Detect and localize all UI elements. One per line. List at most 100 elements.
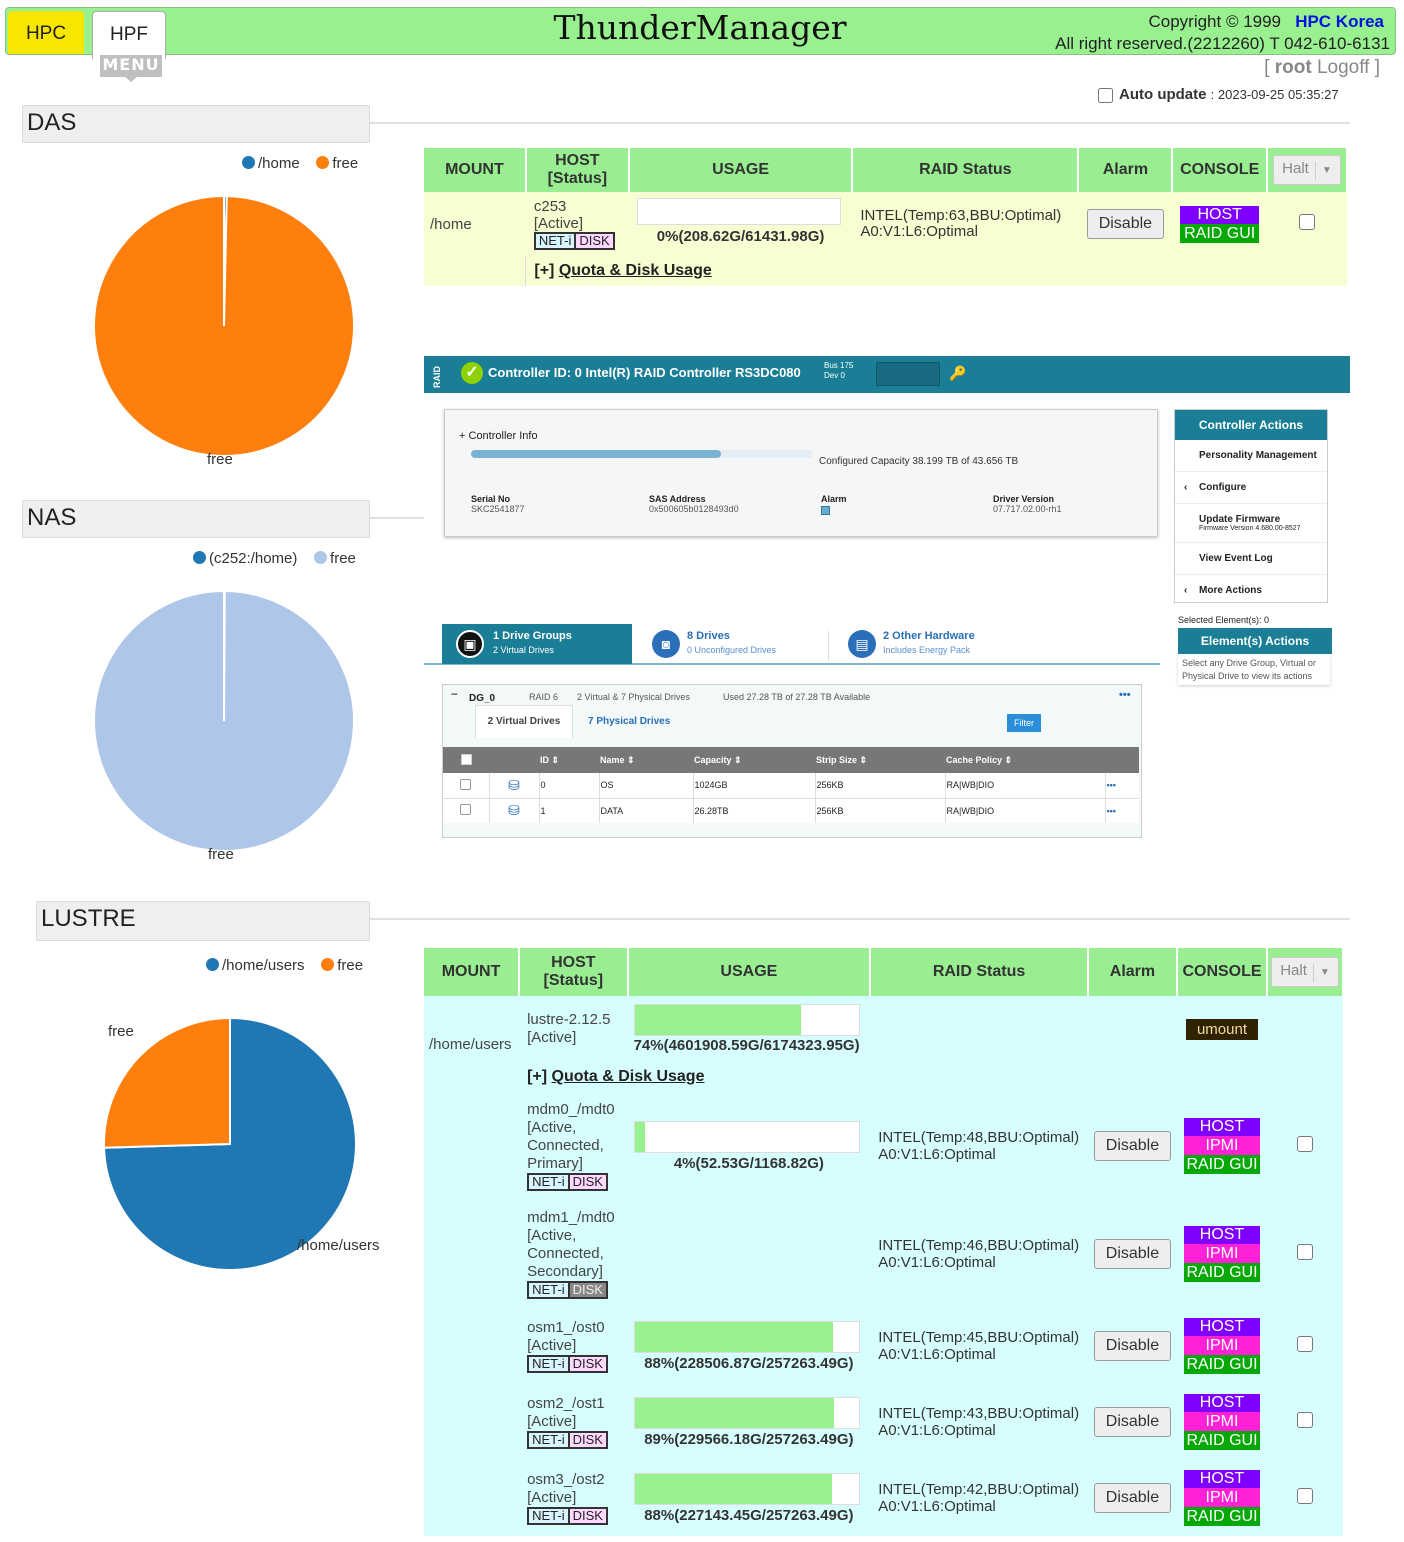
row-checkbox[interactable] bbox=[1298, 214, 1315, 230]
console-host-button[interactable]: HOST bbox=[1184, 1394, 1260, 1412]
bracket-close: ] bbox=[1374, 57, 1380, 78]
row-checkbox[interactable] bbox=[1296, 1412, 1313, 1428]
col-name[interactable]: Name ⇕ bbox=[600, 754, 635, 765]
disk-link[interactable]: DISK bbox=[567, 1281, 608, 1299]
disk-link[interactable]: DISK bbox=[567, 1431, 608, 1449]
console-host-button[interactable]: HOST bbox=[1184, 1118, 1260, 1136]
tab-other-hardware[interactable]: ▤ 2 Other Hardware Includes Energy Pack bbox=[846, 624, 1046, 664]
umount-button[interactable]: umount bbox=[1185, 1018, 1259, 1040]
row-more-icon[interactable]: ••• bbox=[1106, 780, 1116, 791]
logoff-link[interactable]: Logoff bbox=[1316, 57, 1370, 78]
console-cell: umount bbox=[1177, 996, 1267, 1062]
disk-link[interactable]: DISK bbox=[567, 1355, 608, 1373]
key-icon: 🔑 bbox=[949, 365, 967, 381]
action-more-actions[interactable]: ‹ More Actions bbox=[1175, 575, 1327, 606]
halt-dropdown[interactable]: Halt ▼ bbox=[1273, 155, 1341, 185]
controller-info-title[interactable]: + Controller Info bbox=[459, 430, 538, 442]
table-row[interactable]: ⛁ 1 DATA 26.28TB 256KB RA|WB|DIO ••• bbox=[443, 798, 1139, 823]
col-cache-policy[interactable]: Cache Policy ⇕ bbox=[946, 754, 1013, 765]
usage-cell bbox=[628, 1200, 871, 1308]
collapse-icon[interactable]: − bbox=[451, 687, 459, 701]
alarm-disable-button[interactable]: Disable bbox=[1093, 1331, 1172, 1361]
col-alarm: Alarm bbox=[1078, 148, 1174, 192]
disk-link[interactable]: DISK bbox=[567, 1173, 608, 1191]
action-update-firmware[interactable]: Update Firmware Firmware Version 4.680.00… bbox=[1175, 504, 1327, 543]
col-label: Name bbox=[600, 754, 625, 765]
legend-swatch bbox=[193, 551, 206, 564]
console-raid-gui-button[interactable]: RAID GUI bbox=[1184, 1507, 1260, 1526]
select-cell bbox=[1267, 1308, 1343, 1384]
console-ipmi-button[interactable]: IPMI bbox=[1184, 1136, 1260, 1155]
row-checkbox[interactable] bbox=[1296, 1488, 1313, 1504]
legend-swatch bbox=[206, 958, 219, 971]
action-configure[interactable]: ‹ Configure bbox=[1175, 472, 1327, 504]
console-raid-gui-button[interactable]: RAID GUI bbox=[1184, 1431, 1260, 1450]
console-host-button[interactable]: HOST bbox=[1184, 1226, 1260, 1244]
col-strip-size[interactable]: Strip Size ⇕ bbox=[816, 754, 868, 765]
disk-link[interactable]: DISK bbox=[574, 232, 615, 250]
alarm-disable-button[interactable]: Disable bbox=[1093, 1407, 1172, 1437]
usage-text: 4%(52.53G/1168.82G) bbox=[673, 1154, 824, 1172]
tab-hpf[interactable]: HPF bbox=[92, 11, 166, 59]
alarm-disable-button[interactable]: Disable bbox=[1086, 209, 1165, 239]
tab-drives[interactable]: ◙ 8 Drives 0 Unconfigured Drives bbox=[650, 624, 820, 664]
halt-dropdown[interactable]: Halt ▼ bbox=[1271, 957, 1339, 987]
usage-bar-fill bbox=[634, 1321, 834, 1352]
tab-hpc[interactable]: HPC bbox=[8, 11, 84, 54]
filter-button[interactable]: Filter bbox=[1007, 714, 1041, 732]
net-i-link[interactable]: NET-i bbox=[527, 1173, 570, 1191]
divider bbox=[370, 122, 1350, 124]
row-checkbox[interactable] bbox=[1296, 1136, 1313, 1152]
console-host-button[interactable]: HOST bbox=[1184, 1318, 1260, 1336]
action-label: Configure bbox=[1199, 482, 1247, 493]
action-view-event-log[interactable]: View Event Log bbox=[1175, 543, 1327, 575]
alarm-disable-button[interactable]: Disable bbox=[1093, 1239, 1172, 1269]
net-i-link[interactable]: NET-i bbox=[527, 1431, 570, 1449]
net-i-link[interactable]: NET-i bbox=[533, 232, 577, 250]
quota-link[interactable]: Quota & Disk Usage bbox=[551, 1068, 705, 1085]
net-i-link[interactable]: NET-i bbox=[527, 1507, 570, 1525]
console-raid-gui-button[interactable]: RAID GUI bbox=[1184, 1155, 1260, 1174]
row-more-icon[interactable]: ••• bbox=[1106, 805, 1116, 816]
net-i-link[interactable]: NET-i bbox=[527, 1281, 570, 1299]
col-raid-status: RAID Status bbox=[852, 148, 1080, 192]
more-icon[interactable]: ••• bbox=[1119, 689, 1131, 701]
action-personality-management[interactable]: Personality Management bbox=[1175, 440, 1327, 472]
console-ipmi-button[interactable]: IPMI bbox=[1184, 1244, 1260, 1263]
quota-expand[interactable]: [+] bbox=[527, 1068, 548, 1085]
col-id[interactable]: ID ⇕ bbox=[540, 754, 560, 765]
menu-button[interactable]: MENU bbox=[100, 55, 162, 77]
console-raid-gui-button[interactable]: RAID GUI bbox=[1184, 1263, 1260, 1282]
select-all-checkbox[interactable] bbox=[460, 753, 472, 765]
quota-expand[interactable]: [+] bbox=[534, 262, 555, 279]
auto-update: Auto update : 2023-09-25 05:35:27 bbox=[1098, 86, 1358, 103]
alarm-disable-button[interactable]: Disable bbox=[1093, 1131, 1172, 1161]
console-raid-gui-button[interactable]: RAID GUI bbox=[1184, 1355, 1260, 1374]
row-checkbox[interactable] bbox=[1296, 1244, 1313, 1260]
console-host-button[interactable]: HOST bbox=[1184, 1470, 1260, 1488]
table-row[interactable]: ⛁ 0 OS 1024GB 256KB RA|WB|DIO ••• bbox=[443, 773, 1139, 798]
net-i-link[interactable]: NET-i bbox=[527, 1355, 570, 1373]
menu-arrow-icon bbox=[124, 76, 138, 82]
brand-link[interactable]: HPC Korea bbox=[1295, 12, 1384, 31]
chevron-left-icon: ‹ bbox=[1184, 482, 1188, 493]
subtab-virtual-drives[interactable]: 2 Virtual Drives bbox=[475, 705, 573, 738]
console-host-button[interactable]: HOST bbox=[1180, 205, 1259, 224]
tab-drive-groups[interactable]: ▣ 1 Drive Groups 2 Virtual Drives bbox=[442, 624, 632, 664]
row-checkbox[interactable] bbox=[1296, 1336, 1313, 1352]
console-cell: HOST IPMI RAID GUI bbox=[1177, 1308, 1267, 1384]
raid-line-1: INTEL(Temp:48,BBU:Optimal) bbox=[878, 1129, 1080, 1146]
disk-link[interactable]: DISK bbox=[567, 1507, 608, 1525]
row-checkbox[interactable] bbox=[460, 778, 472, 790]
console-raid-gui-button[interactable]: RAID GUI bbox=[1180, 223, 1259, 243]
console-ipmi-button[interactable]: IPMI bbox=[1184, 1336, 1260, 1355]
row-checkbox[interactable] bbox=[460, 804, 472, 816]
console-ipmi-button[interactable]: IPMI bbox=[1184, 1488, 1260, 1507]
alarm-disable-button[interactable]: Disable bbox=[1093, 1483, 1172, 1513]
subtab-physical-drives[interactable]: 7 Physical Drives bbox=[588, 716, 671, 727]
host-status: [Active, bbox=[527, 1227, 577, 1244]
col-capacity[interactable]: Capacity ⇕ bbox=[694, 754, 742, 765]
console-ipmi-button[interactable]: IPMI bbox=[1184, 1412, 1260, 1431]
quota-link[interactable]: Quota & Disk Usage bbox=[558, 262, 712, 279]
auto-update-checkbox[interactable] bbox=[1098, 87, 1113, 103]
